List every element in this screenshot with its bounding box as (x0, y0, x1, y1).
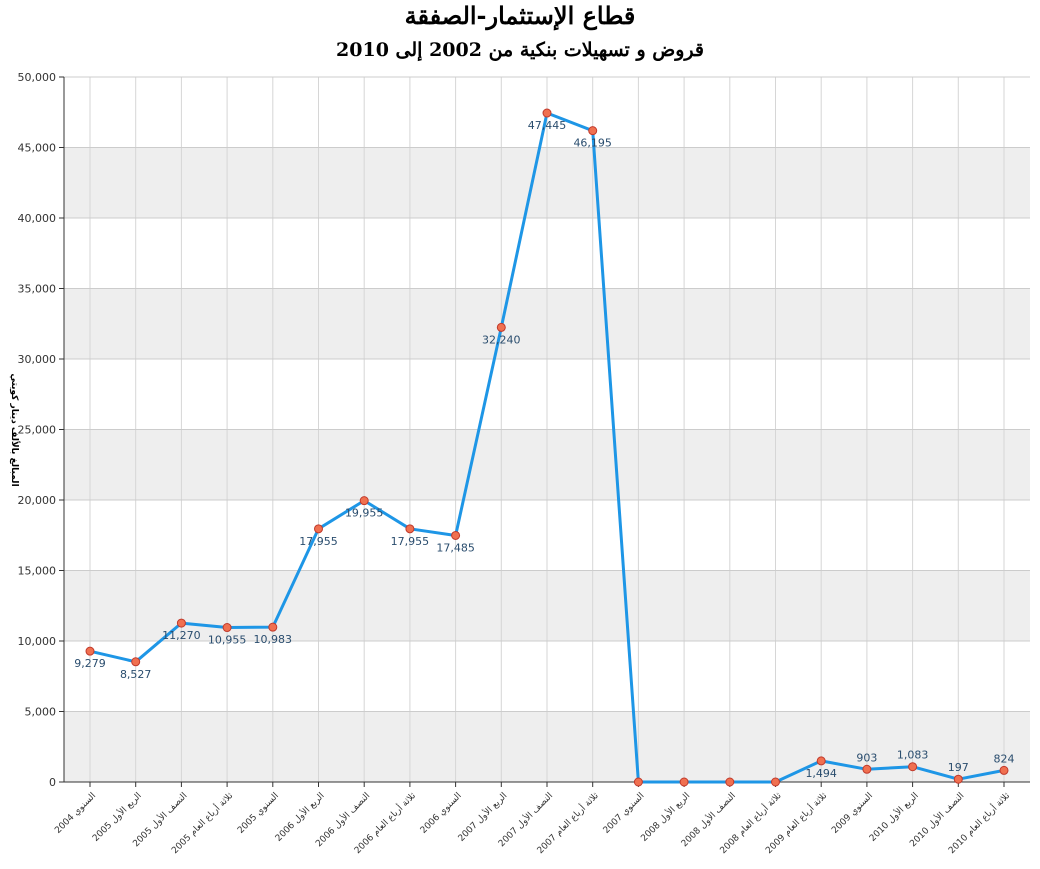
y-tick-label: 40,000 (18, 212, 57, 225)
x-tick-label: السنوي 2009 (830, 791, 875, 836)
data-label: 9,279 (74, 657, 106, 670)
data-point[interactable] (451, 530, 461, 540)
data-point[interactable] (359, 496, 369, 506)
data-point[interactable] (816, 756, 826, 766)
x-tick-label: السنوي 2004 (53, 791, 98, 836)
y-tick-label: 10,000 (18, 635, 57, 648)
data-point[interactable] (131, 657, 141, 667)
data-label: 903 (856, 751, 877, 764)
y-tick-label: 35,000 (18, 283, 57, 296)
data-label: 197 (948, 761, 969, 774)
data-label: 824 (994, 752, 1015, 765)
data-point[interactable] (999, 765, 1009, 775)
data-label: 8,527 (120, 668, 152, 681)
data-label: 1,083 (897, 749, 929, 762)
chart-subtitle: قروض و تسهيلات بنكية من 2002 إلى 2010 (336, 39, 704, 61)
data-point[interactable] (771, 777, 780, 787)
data-label: 32,240 (482, 333, 521, 346)
data-point[interactable] (314, 524, 323, 534)
y-tick-label: 25,000 (18, 424, 57, 437)
x-tick-label: السنوي 2005 (236, 791, 281, 836)
x-tick-label: السنوي 2006 (419, 791, 464, 836)
data-label: 17,955 (391, 535, 430, 548)
data-label: 46,195 (573, 137, 612, 150)
y-tick-label: 50,000 (18, 71, 57, 84)
data-label: 17,955 (299, 535, 338, 548)
data-label: 19,955 (345, 507, 384, 520)
data-point[interactable] (176, 618, 186, 628)
data-point[interactable] (862, 764, 872, 774)
data-point[interactable] (405, 524, 415, 534)
data-point[interactable] (542, 108, 552, 118)
data-point[interactable] (679, 777, 689, 787)
y-tick-label: 30,000 (18, 353, 57, 366)
data-point[interactable] (588, 126, 598, 136)
data-point[interactable] (268, 622, 278, 632)
y-tick-label: 20,000 (18, 494, 57, 507)
y-axis-label: المبالغ بالألف دينار كويتي (9, 373, 21, 486)
data-labels: 9,279 8,527 11,270 10,955 10,983 17,955 19,955… (74, 119, 1014, 780)
data-point[interactable] (496, 322, 506, 332)
y-tick-label: 45,000 (18, 142, 57, 155)
data-point[interactable] (85, 646, 95, 656)
data-point[interactable] (633, 777, 643, 787)
data-point[interactable] (725, 777, 735, 787)
data-point[interactable] (222, 623, 232, 633)
y-tick-labels: 0 5,000 10,000 15,000 20,000 25,000 30,000 35,0… (18, 71, 57, 789)
data-points (85, 108, 1009, 787)
x-tick-label: السنوي 2007 (602, 791, 647, 836)
y-tick-label: 0 (49, 776, 56, 789)
data-label: 1,494 (805, 767, 837, 780)
data-label: 10,983 (254, 633, 293, 646)
data-label: 11,270 (162, 629, 201, 642)
data-point[interactable] (908, 762, 918, 772)
data-label: 10,955 (208, 634, 247, 647)
y-tick-label: 15,000 (18, 565, 57, 578)
data-label: 17,485 (436, 541, 475, 554)
chart-title: قطاع الإستثمار-الصفقة (404, 1, 636, 30)
y-tick-label: 5,000 (25, 706, 57, 719)
data-point[interactable] (953, 774, 963, 784)
data-label: 47,445 (528, 119, 567, 132)
